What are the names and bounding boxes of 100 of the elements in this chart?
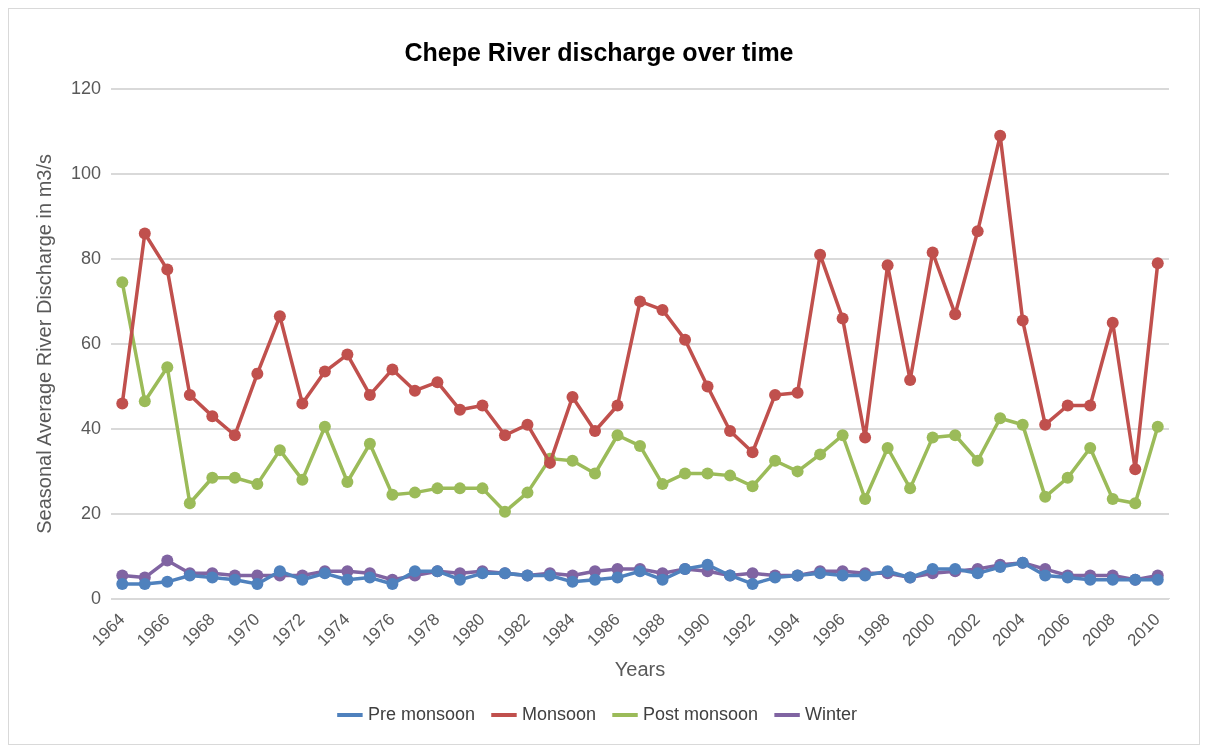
- point: [836, 429, 849, 442]
- point: [363, 388, 376, 401]
- y-tick-label: 60: [81, 332, 102, 353]
- point: [161, 361, 174, 374]
- point: [408, 384, 421, 397]
- point: [589, 467, 601, 480]
- point: [1061, 399, 1074, 412]
- point: [881, 259, 894, 272]
- point: [228, 429, 241, 442]
- y-tick-label: 100: [70, 162, 102, 183]
- point: [971, 567, 984, 580]
- point: [926, 246, 939, 259]
- point: [611, 399, 624, 412]
- point: [138, 227, 151, 240]
- point: [453, 482, 466, 495]
- point: [116, 397, 129, 410]
- point: [1151, 573, 1164, 586]
- point: [949, 308, 962, 321]
- point: [881, 442, 894, 455]
- point: [251, 367, 264, 380]
- point: [994, 129, 1007, 142]
- point: [161, 575, 174, 588]
- point: [1016, 314, 1029, 327]
- point: [1039, 418, 1052, 431]
- point: [769, 454, 782, 467]
- point: [251, 577, 264, 590]
- point: [746, 446, 759, 459]
- y-tick-label: 80: [81, 247, 102, 268]
- point: [206, 571, 219, 584]
- point: [476, 482, 489, 495]
- point: [386, 577, 399, 590]
- point: [161, 554, 174, 567]
- point: [1039, 490, 1052, 503]
- point: [634, 295, 647, 308]
- point: [949, 429, 962, 442]
- point: [926, 431, 939, 444]
- point: [859, 492, 872, 505]
- point: [1106, 316, 1119, 329]
- point: [589, 573, 601, 586]
- point: [318, 365, 331, 378]
- point: [296, 473, 309, 486]
- point: [1129, 463, 1142, 476]
- point: [363, 437, 376, 450]
- point: [273, 444, 286, 457]
- point: [228, 471, 241, 484]
- point: [746, 567, 759, 580]
- point: [1084, 573, 1097, 586]
- point: [296, 397, 309, 410]
- point: [543, 456, 556, 469]
- point: [701, 558, 714, 571]
- point: [791, 386, 804, 399]
- point: [904, 374, 917, 387]
- legend-label: Pre monsoon: [367, 703, 475, 724]
- point: [1084, 399, 1097, 412]
- point: [1061, 471, 1074, 484]
- point: [183, 497, 196, 510]
- point: [273, 310, 286, 323]
- point: [521, 486, 534, 499]
- point: [183, 388, 196, 401]
- point: [589, 425, 601, 438]
- point: [746, 480, 759, 493]
- point: [161, 263, 174, 276]
- point: [724, 469, 737, 482]
- point: [498, 505, 511, 518]
- point: [498, 429, 511, 442]
- point: [408, 486, 421, 499]
- point: [814, 248, 827, 261]
- point: [116, 276, 129, 289]
- point: [1151, 257, 1164, 270]
- point: [431, 376, 444, 389]
- point: [656, 303, 669, 316]
- point: [566, 454, 579, 467]
- point: [1084, 442, 1097, 455]
- point: [679, 467, 692, 480]
- y-tick-label: 20: [81, 502, 102, 523]
- point: [566, 391, 579, 404]
- point: [656, 478, 669, 491]
- point: [1151, 420, 1164, 433]
- point: [1106, 492, 1119, 505]
- point: [116, 577, 129, 590]
- point: [206, 410, 219, 423]
- point: [296, 573, 309, 586]
- point: [746, 577, 759, 590]
- point: [1129, 497, 1142, 510]
- point: [341, 476, 354, 488]
- point: [926, 563, 939, 576]
- point: [971, 225, 984, 238]
- y-tick-label: 120: [70, 77, 102, 98]
- point: [679, 333, 692, 346]
- point: [341, 573, 354, 586]
- point: [408, 565, 421, 578]
- point: [1039, 569, 1052, 582]
- point: [701, 380, 714, 393]
- x-axis-title: Years: [614, 657, 666, 680]
- chart-title: Chepe River discharge over time: [404, 37, 794, 66]
- point: [273, 565, 286, 578]
- point: [453, 403, 466, 416]
- point: [228, 573, 241, 586]
- point: [904, 482, 917, 495]
- point: [341, 348, 354, 361]
